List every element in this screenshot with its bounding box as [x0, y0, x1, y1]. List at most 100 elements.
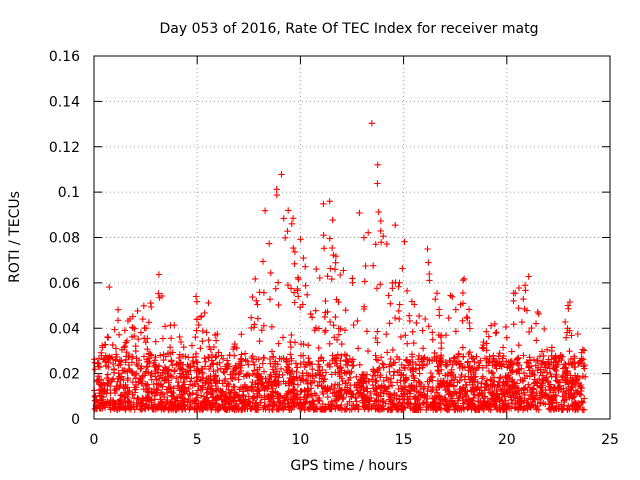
data-point: [117, 357, 125, 364]
data-point: [566, 298, 574, 306]
data-point: [280, 378, 287, 385]
data-point: [250, 394, 258, 402]
y-tick-label: 0.02: [49, 367, 80, 383]
data-point: [193, 327, 200, 334]
data-point: [551, 385, 558, 392]
data-point: [548, 373, 555, 380]
y-tick-label: 0.1: [58, 185, 80, 201]
data-point: [302, 263, 309, 270]
data-point: [536, 394, 544, 402]
data-point: [459, 317, 466, 324]
data-point: [308, 314, 316, 321]
data-point: [270, 353, 277, 360]
data-point: [91, 393, 98, 401]
data-point: [374, 328, 381, 335]
data-point: [241, 350, 249, 357]
data-point: [496, 395, 503, 403]
data-point: [292, 360, 300, 367]
data-point: [280, 215, 287, 222]
data-point: [195, 400, 202, 408]
data-point: [248, 383, 255, 390]
data-point: [389, 285, 396, 292]
data-point: [424, 356, 432, 363]
data-point: [539, 380, 546, 387]
data-point: [114, 378, 121, 385]
data-point: [144, 346, 151, 353]
data-point: [429, 373, 436, 380]
data-point: [415, 312, 423, 320]
data-point: [397, 333, 405, 341]
data-point: [504, 378, 511, 385]
data-point: [321, 404, 329, 412]
data-point: [315, 344, 322, 352]
data-point: [159, 369, 166, 376]
data-point: [380, 390, 387, 397]
data-point: [577, 383, 584, 390]
data-point: [418, 392, 426, 399]
data-point: [225, 381, 233, 388]
data-point: [392, 222, 399, 229]
data-point: [468, 387, 475, 394]
data-point: [485, 398, 493, 406]
data-point: [208, 351, 216, 359]
data-point: [272, 285, 279, 292]
data-point: [393, 395, 400, 402]
data-point: [254, 315, 262, 322]
data-point: [284, 228, 291, 235]
data-point: [565, 360, 572, 367]
data-point: [257, 399, 264, 406]
data-point: [213, 378, 220, 385]
data-point: [567, 372, 574, 379]
data-point: [431, 395, 438, 402]
data-point: [515, 284, 523, 292]
data-point: [328, 275, 335, 283]
data-point: [102, 352, 109, 359]
data-point: [429, 403, 436, 410]
data-point: [373, 356, 380, 363]
data-point: [176, 351, 183, 358]
data-point: [342, 307, 349, 314]
data-point: [408, 298, 416, 305]
data-point: [579, 406, 586, 413]
data-point: [334, 362, 341, 370]
data-point: [464, 404, 471, 411]
data-point: [142, 368, 150, 375]
data-point: [386, 361, 393, 368]
data-point: [242, 383, 249, 390]
y-tick-label: 0.08: [49, 231, 80, 247]
data-point: [166, 344, 174, 351]
data-point: [292, 400, 300, 408]
data-point: [252, 400, 259, 407]
data-point: [266, 355, 274, 363]
data-point: [519, 378, 527, 385]
data-point: [200, 393, 208, 400]
data-point: [417, 406, 424, 413]
data-point: [243, 371, 250, 379]
data-point: [568, 332, 575, 339]
data-point: [101, 386, 109, 393]
data-point: [142, 386, 150, 393]
data-point: [323, 388, 330, 395]
data-point: [167, 399, 175, 406]
data-point: [433, 290, 441, 297]
data-point: [199, 338, 206, 345]
data-point: [536, 375, 543, 383]
data-point: [397, 377, 404, 384]
data-point: [153, 376, 160, 384]
data-point: [286, 374, 293, 382]
data-point: [388, 382, 396, 389]
data-point: [526, 373, 534, 380]
data-point: [278, 171, 285, 178]
data-point: [339, 377, 346, 385]
data-point: [290, 244, 297, 252]
data-point: [525, 362, 533, 370]
data-point: [353, 398, 360, 405]
data-point: [398, 361, 405, 369]
data-point: [383, 240, 390, 248]
data-point: [185, 395, 192, 403]
data-point: [266, 296, 274, 303]
data-point: [103, 390, 110, 397]
data-point: [355, 406, 362, 413]
data-point: [173, 375, 180, 382]
data-point: [147, 299, 154, 307]
